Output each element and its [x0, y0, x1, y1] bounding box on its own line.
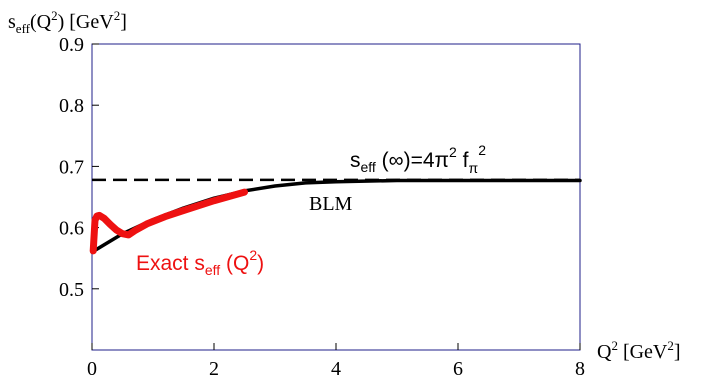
y-tick-label: 0.9 — [59, 34, 84, 56]
y-tick-label: 0.5 — [59, 279, 84, 301]
y-tick-label: 0.7 — [59, 156, 84, 178]
x-tick-label: 2 — [209, 358, 219, 380]
x-axis-label: Q2 [GeV2] — [597, 338, 681, 363]
x-tick-label: 4 — [331, 358, 341, 380]
x-tick-label: 8 — [575, 358, 585, 380]
asymptote-label: seff (∞)=4π2 fπ2 — [350, 142, 486, 176]
exact-series-line — [89, 188, 248, 255]
blm-label: BLM — [309, 193, 353, 215]
y-axis-label: seff(Q2) [GeV2] — [8, 8, 127, 36]
y-tick-label: 0.8 — [59, 95, 84, 117]
x-tick-label: 0 — [87, 358, 97, 380]
exact-label: Exact seff (Q2) — [136, 247, 264, 278]
x-tick-label: 6 — [453, 358, 463, 380]
y-tick-label: 0.6 — [59, 218, 84, 240]
